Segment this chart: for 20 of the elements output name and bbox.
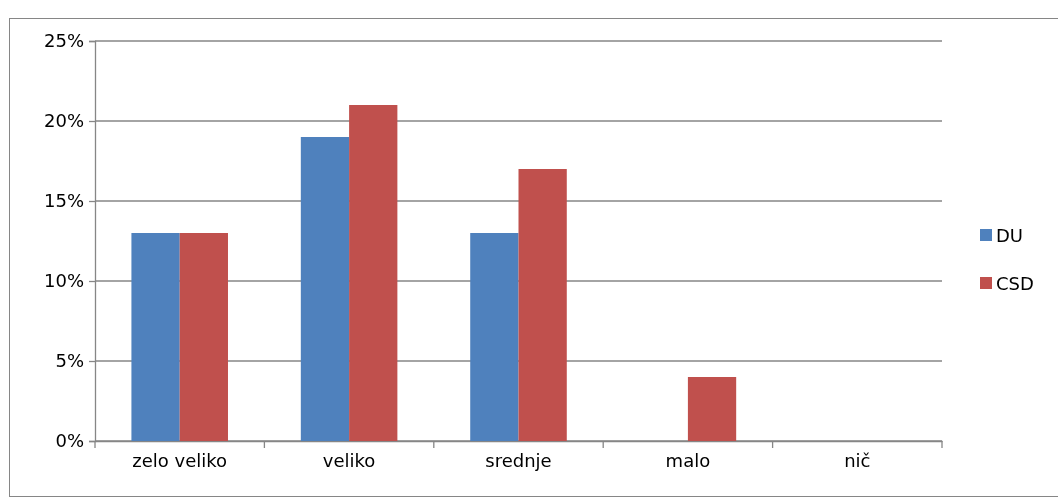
legend-label: CSD (996, 272, 1034, 294)
y-tick-label: 15% (43, 190, 84, 212)
bar (300, 137, 350, 441)
bar (470, 233, 519, 441)
bar (518, 169, 567, 441)
y-tick-label: 25% (43, 30, 84, 52)
legend-label: DU (996, 224, 1024, 246)
bar (349, 105, 398, 441)
bar (687, 377, 737, 441)
y-tick-label: 10% (43, 270, 84, 292)
y-tick-label: 20% (43, 110, 84, 132)
x-tick-label: zelo veliko (132, 450, 228, 472)
x-tick-label: nič (844, 450, 871, 472)
bar (131, 233, 180, 441)
y-tick-label: 0% (55, 430, 84, 452)
x-tick-label: veliko (322, 450, 376, 472)
bar (179, 233, 228, 441)
y-tick-label: 5% (55, 350, 84, 372)
x-tick-label: malo (665, 450, 711, 472)
x-tick-label: srednje (485, 450, 552, 472)
